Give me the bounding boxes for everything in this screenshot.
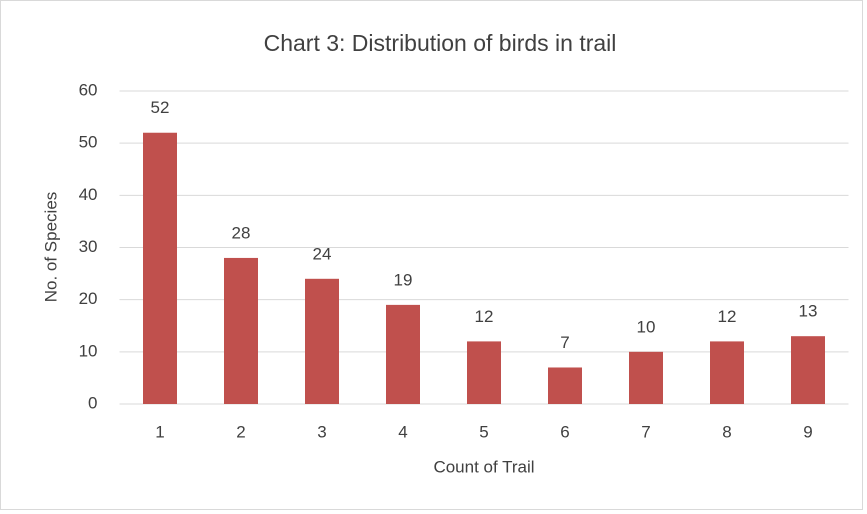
y-tick-label: 40 — [79, 185, 98, 204]
x-tick-label: 7 — [641, 422, 650, 441]
x-tick-label: 9 — [803, 422, 812, 441]
data-label: 28 — [232, 223, 251, 242]
bar — [629, 351, 663, 404]
y-tick-label: 60 — [79, 80, 98, 99]
data-label: 52 — [151, 98, 170, 117]
y-tick-label: 30 — [79, 237, 98, 256]
bar — [548, 367, 582, 404]
bar — [467, 341, 501, 404]
y-tick-label: 0 — [88, 393, 97, 412]
y-axis-label: No. of Species — [41, 192, 60, 303]
x-tick-label: 2 — [236, 422, 245, 441]
data-label: 13 — [799, 302, 818, 321]
y-tick-label: 10 — [79, 341, 98, 360]
bar — [791, 336, 825, 404]
x-axis-label: Count of Trail — [433, 457, 534, 476]
data-label: 12 — [475, 307, 494, 326]
x-tick-label: 5 — [479, 422, 488, 441]
data-label: 24 — [313, 244, 332, 263]
x-tick-label: 1 — [155, 422, 164, 441]
chart-title: Chart 3: Distribution of birds in trail — [264, 30, 617, 56]
x-tick-label: 6 — [560, 422, 569, 441]
x-tick-label: 8 — [722, 422, 731, 441]
data-label: 10 — [637, 317, 656, 336]
x-tick-label: 4 — [398, 422, 407, 441]
data-label: 19 — [394, 270, 413, 289]
bar — [143, 132, 177, 404]
y-tick-label: 20 — [79, 289, 98, 308]
data-label: 7 — [560, 333, 569, 352]
bar — [386, 304, 420, 404]
x-tick-label: 3 — [317, 422, 326, 441]
data-label: 12 — [718, 307, 737, 326]
bar — [710, 341, 744, 404]
bar — [305, 278, 339, 404]
bar — [224, 257, 258, 404]
y-tick-label: 50 — [79, 133, 98, 152]
